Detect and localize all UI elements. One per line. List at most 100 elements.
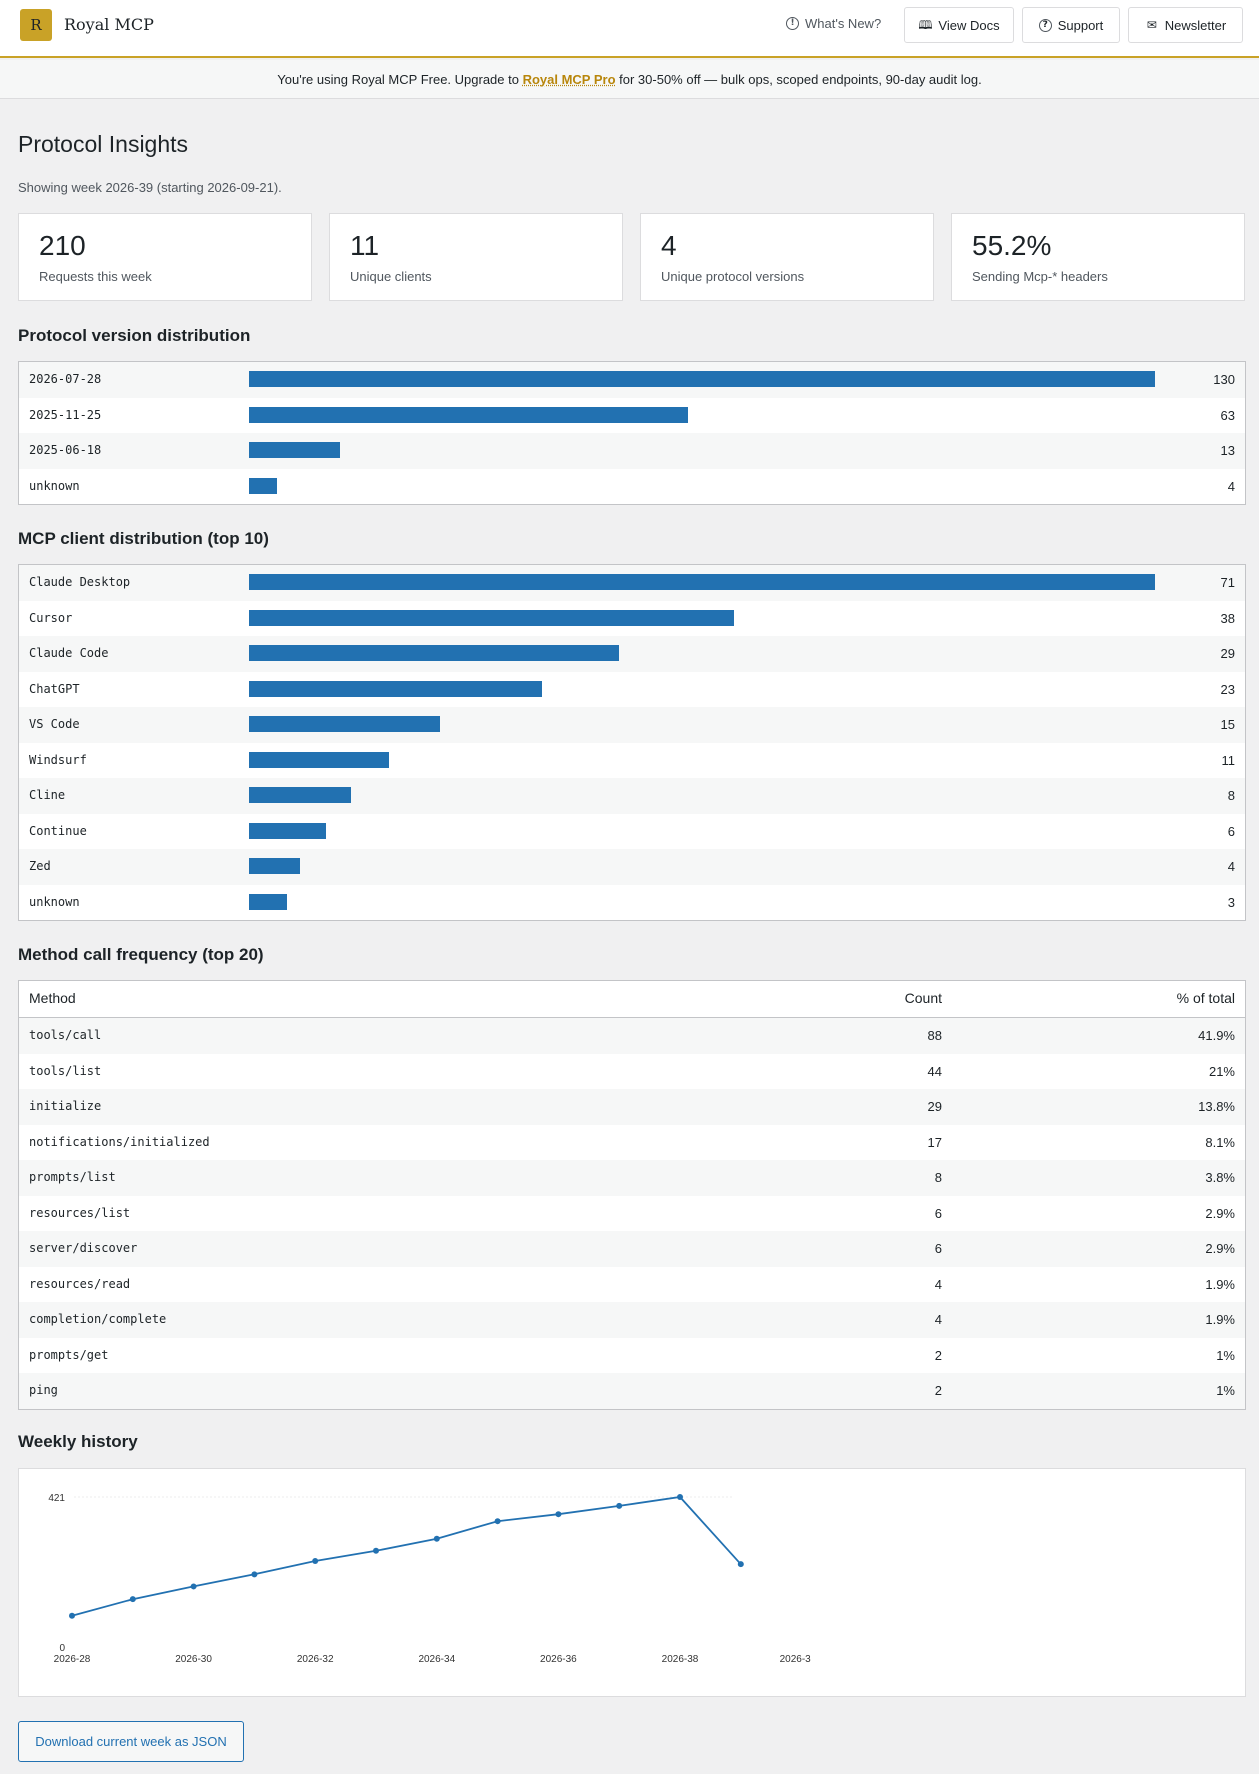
bar-row: Cursor 38 [19,601,1245,637]
pct-cell: 21% [1208,1063,1235,1079]
series-line [71,1496,742,1617]
bar-fill [249,716,440,732]
bar-label: 2026-07-28 [29,372,102,386]
stat-card-versions: 4 Unique protocol versions [640,213,934,301]
data-point [312,1557,319,1564]
pct-cell: 1% [1216,1383,1235,1398]
bar-fill [249,574,1155,590]
table-row: initialize 29 13.8% [19,1089,1245,1125]
table-row: ping 2 1% [19,1373,1245,1409]
count-cell: 8 [934,1170,942,1185]
x-tick-label: 2026-32 [297,1654,334,1665]
pct-cell: 8.1% [1205,1134,1235,1150]
whats-new-link[interactable]: ! What's New? [786,16,881,31]
download-json-button[interactable]: Download current week as JSON [18,1721,244,1762]
bar-label: VS Code [29,717,80,731]
x-tick-label: 2026-38 [662,1654,699,1665]
bar-fill [249,371,1155,387]
bar-label: Cline [29,788,66,802]
bar-row: 2025-11-25 63 [19,398,1245,434]
data-point [494,1518,501,1525]
support-button[interactable]: ? Support [1022,7,1120,43]
table-row: notifications/initialized 17 8.1% [19,1124,1245,1160]
bar-count: 4 [1227,859,1235,874]
data-point [737,1561,744,1568]
bar-label: 2025-11-25 [29,407,102,422]
bar-count: 3 [1227,894,1235,910]
method-cell: resources/read [29,1276,131,1291]
y-tick-label: 421 [48,1493,65,1504]
bar-fill [249,645,619,661]
bar-label: Windsurf [29,752,87,767]
mail-icon: ✉ [1146,18,1157,32]
data-point [69,1612,75,1619]
bar-count: 13 [1220,443,1235,458]
stat-label: Requests this week [39,269,152,284]
method-column-header: Method [29,990,76,1006]
weekly-history-chart: 421 0 2026-28 2026-30 2026-32 2026-34 2026-36 2… [18,1468,1246,1697]
data-point [433,1535,440,1542]
bar-row: unknown 4 [19,469,1245,505]
pct-cell: 2.9% [1205,1241,1235,1256]
data-point [555,1511,562,1518]
bar-fill [249,822,326,839]
stat-value: 210 [39,230,86,261]
bar-label: Claude Code [29,646,109,660]
count-cell: 6 [934,1241,942,1256]
bar-count: 29 [1220,646,1235,661]
protocol-section-title: Protocol version distribution [18,326,251,345]
data-point [129,1596,136,1603]
pct-column-header: % of total [1176,990,1235,1006]
bar-count: 38 [1220,610,1235,626]
bar-fill [249,609,734,626]
bar-row: 2026-07-28 130 [19,362,1245,398]
x-tick-label: 2026-34 [418,1654,455,1665]
bar-label: Continue [29,823,87,838]
table-header: Method Count % of total [19,981,1245,1018]
stat-label: Unique clients [350,269,432,284]
bar-row: 2025-06-18 13 [19,433,1245,469]
newsletter-button[interactable]: ✉ Newsletter [1128,7,1243,43]
help-icon: ? [1038,18,1052,32]
notice-suffix: for 30-50% off — bulk ops, scoped endpoi… [615,72,982,87]
bar-row: Cline 8 [19,778,1245,814]
stat-card-headers: 55.2% Sending Mcp-* headers [951,213,1245,301]
bar-fill [249,787,351,803]
view-docs-label: View Docs [938,17,1000,33]
data-point [677,1494,683,1500]
pct-cell: 3.8% [1205,1170,1235,1185]
bar-label: Claude Desktop [29,575,131,589]
pct-cell: 41.9% [1198,1028,1235,1043]
bar-fill [249,858,300,874]
bar-count: 4 [1227,478,1235,494]
table-row: resources/list 6 2.9% [19,1195,1245,1231]
method-cell: completion/complete [29,1312,167,1326]
stat-label: Unique protocol versions [661,269,805,284]
bar-label: Cursor [29,610,73,625]
top-bar: R Royal MCP ! What's New? 🕮 View Docs ? … [0,0,1259,58]
book-icon: 🕮 [918,18,933,32]
week-subtitle: Showing week 2026-39 (starting 2026-09-2… [18,180,282,195]
count-cell: 2 [934,1347,942,1363]
y-tick-label: 0 [59,1643,65,1654]
upgrade-link[interactable]: Royal MCP Pro [522,72,616,87]
table-row: prompts/get 2 1% [19,1337,1245,1373]
count-cell: 4 [934,1276,942,1292]
app-name: Royal MCP [64,15,154,34]
table-row: server/discover 6 2.9% [19,1231,1245,1267]
data-point [373,1547,379,1554]
bar-fill [249,680,542,697]
bar-row: Claude Code 29 [19,636,1245,672]
bar-fill [249,893,287,910]
count-cell: 29 [927,1099,942,1114]
client-section-title: MCP client distribution (top 10) [18,529,269,548]
method-cell: prompts/get [29,1347,109,1362]
bar-row: VS Code 15 [19,707,1245,743]
protocol-distribution-table: 2026-07-28 130 2025-11-25 63 2025-06-18 13 unk… [18,361,1246,505]
method-cell: server/discover [29,1241,138,1255]
stat-value: 4 [661,230,677,261]
view-docs-button[interactable]: 🕮 View Docs [904,7,1014,43]
method-cell: prompts/list [29,1170,116,1184]
bar-count: 71 [1220,575,1235,590]
